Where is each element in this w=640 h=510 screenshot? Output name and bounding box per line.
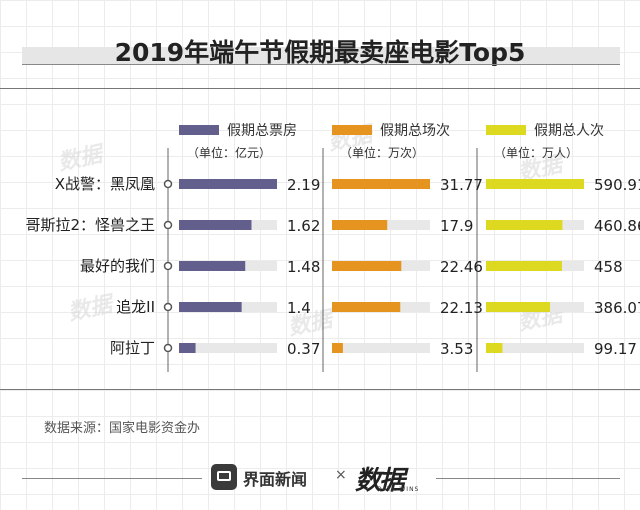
bar: [486, 261, 562, 271]
footer-line-right: [436, 478, 620, 479]
data-label: 17.9: [440, 217, 473, 235]
watermark-0: 数据: [56, 141, 108, 175]
data-logo: 数据: [355, 466, 405, 496]
legend-unit-1: （单位：万次）: [340, 145, 424, 160]
row-marker: [163, 261, 173, 271]
category-label: 哥斯拉2：怪兽之王: [25, 216, 155, 234]
bar: [486, 179, 584, 189]
data-label: 386.07: [594, 299, 640, 317]
bottom-divider: [0, 389, 640, 390]
data-label: 460.86: [594, 217, 640, 235]
data-label: 1.48: [287, 258, 320, 276]
row-marker: [163, 179, 173, 189]
legend-unit-2: （单位：万人）: [494, 145, 578, 160]
legend-label-2: 假期总人次: [534, 123, 604, 139]
data-label: 22.13: [440, 299, 483, 317]
data-logo-subtitle: DATA WINS: [377, 486, 420, 493]
data-label: 22.46: [440, 258, 483, 276]
bar: [179, 302, 242, 312]
bar: [486, 220, 563, 230]
category-label: X战警：黑凤凰: [55, 175, 155, 193]
data-label: 3.53: [440, 340, 473, 358]
bar: [486, 302, 551, 312]
legend-label-1: 假期总场次: [380, 123, 450, 139]
legend-label-0: 假期总票房: [227, 123, 297, 139]
data-label: 31.77: [440, 176, 483, 194]
bar: [179, 220, 252, 230]
bar: [179, 343, 196, 353]
top-divider: [0, 88, 640, 89]
bar-track: [486, 343, 584, 353]
data-label: 99.17: [594, 340, 637, 358]
bar: [179, 179, 277, 189]
bar: [332, 220, 388, 230]
bar-track: [332, 343, 430, 353]
footer-line-left: [22, 478, 202, 479]
category-label: 最好的我们: [80, 257, 155, 275]
category-label: 阿拉丁: [110, 339, 155, 357]
data-label: 2.19: [287, 176, 320, 194]
times-sign: ×: [335, 467, 347, 483]
data-label: 458: [594, 258, 623, 276]
data-label: 1.62: [287, 217, 320, 235]
bar: [179, 261, 246, 271]
bar: [332, 261, 402, 271]
title-rule: [22, 64, 620, 65]
legend-unit-0: （单位：亿元）: [187, 145, 271, 160]
legend-swatch-1: [332, 125, 372, 135]
bar: [332, 302, 401, 312]
category-label: 追龙II: [116, 298, 155, 316]
legend-swatch-2: [486, 125, 526, 135]
row-marker: [163, 302, 173, 312]
chart-title: 2019年端午节假期最卖座电影Top5: [114, 38, 526, 67]
data-label: 590.91: [594, 176, 640, 194]
legend-swatch-0: [179, 125, 219, 135]
data-label: 1.4: [287, 299, 311, 317]
brand-name: 界面新闻: [243, 470, 308, 489]
bar: [332, 343, 343, 353]
data-source: 数据来源：国家电影资金办: [44, 421, 201, 436]
footer: 界面新闻 × 数据 DATA WINS: [0, 461, 640, 497]
watermark-3: 数据: [66, 291, 118, 325]
bar-track: [179, 343, 277, 353]
row-marker: [163, 220, 173, 230]
jiemian-logo-icon: [211, 464, 237, 490]
data-label: 0.37: [287, 340, 320, 358]
bar: [332, 179, 430, 189]
row-marker: [163, 343, 173, 353]
bar: [486, 343, 503, 353]
